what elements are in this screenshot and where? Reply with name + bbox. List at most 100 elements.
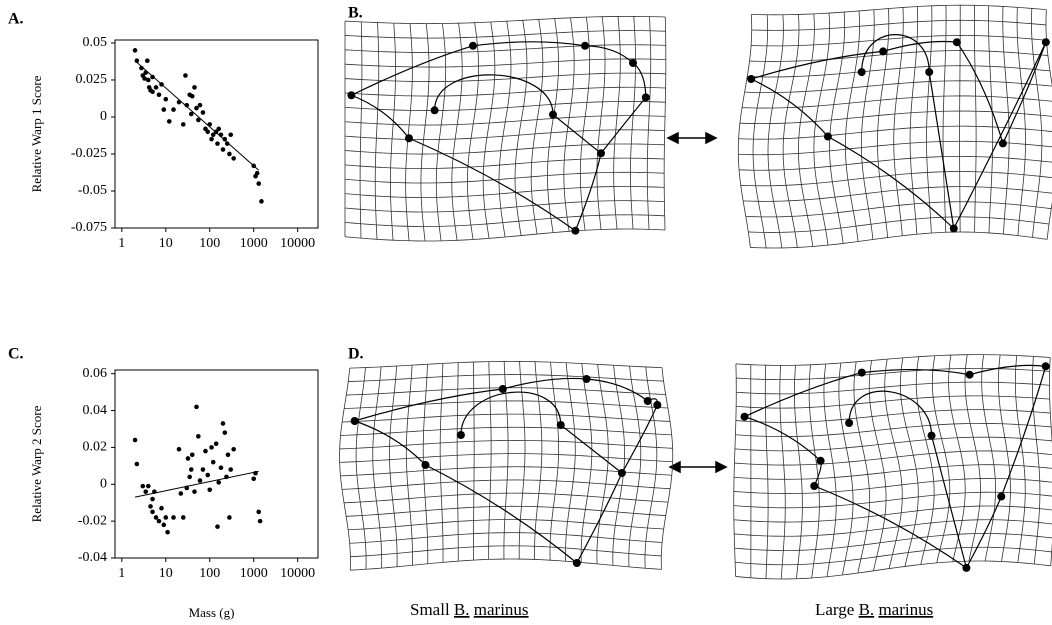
grid-line	[344, 16, 666, 24]
grid-line	[860, 9, 875, 240]
grid-line	[909, 6, 919, 235]
grid-line	[340, 426, 672, 436]
x-tick-label: 1	[118, 566, 125, 581]
grid-line	[744, 80, 1052, 93]
data-point	[200, 467, 206, 472]
grid-line	[344, 30, 666, 39]
deformation-grid	[344, 16, 667, 242]
data-point	[153, 515, 159, 520]
data-point	[187, 474, 192, 480]
grid-line	[915, 356, 935, 565]
landmark	[998, 139, 1007, 148]
data-point	[218, 132, 224, 138]
data-point	[139, 65, 144, 71]
data-point	[189, 452, 195, 458]
y-tick-label: 0	[100, 476, 107, 491]
y-tick-label: 0.025	[76, 72, 108, 87]
grid-line	[389, 366, 398, 567]
landmark	[857, 68, 866, 77]
grid-line	[734, 450, 1052, 466]
grid-line	[435, 23, 447, 241]
data-point	[256, 509, 262, 515]
data-point	[216, 480, 222, 485]
grid-line	[344, 86, 666, 97]
grid-line	[344, 228, 666, 242]
grid-line	[737, 14, 753, 248]
grid-line	[988, 5, 994, 233]
grid-line	[372, 366, 383, 569]
x-tick-label: 100	[199, 566, 220, 581]
grid-line	[612, 365, 626, 566]
grid-line	[798, 13, 815, 247]
y-tick-label: 0.06	[83, 366, 108, 381]
grid-line	[1014, 355, 1026, 563]
grid-line	[931, 355, 951, 563]
grid-line	[503, 361, 509, 560]
grid-line	[346, 505, 666, 517]
grid-line	[733, 478, 1052, 494]
landmark	[653, 401, 662, 409]
data-point	[197, 478, 203, 483]
grid-line	[750, 231, 1048, 249]
panel-label: A.	[8, 11, 24, 28]
landmark	[421, 461, 430, 469]
grid-line	[740, 171, 1052, 187]
grid-line	[348, 519, 664, 531]
landmark	[823, 132, 832, 141]
grid-line	[344, 171, 665, 184]
caption: Small B. marinus	[410, 600, 529, 619]
grid-line	[339, 368, 351, 571]
landmark	[927, 431, 936, 440]
data-point	[185, 456, 191, 461]
grid-line	[580, 363, 593, 563]
data-point	[180, 122, 186, 127]
landmark	[456, 431, 465, 439]
data-point	[215, 141, 220, 146]
data-point	[196, 117, 201, 123]
caption-size: Small	[410, 600, 450, 619]
grid-line	[964, 354, 981, 562]
data-point	[228, 467, 234, 472]
grid-line	[498, 21, 512, 238]
landmark	[430, 106, 439, 115]
plot-frame	[114, 39, 319, 229]
grid-line	[579, 17, 591, 231]
grid-line	[749, 50, 1048, 62]
landmark	[879, 47, 888, 56]
data-point	[220, 421, 226, 426]
landmark	[597, 149, 605, 158]
grid-line	[1031, 8, 1043, 238]
data-point	[161, 522, 167, 528]
landmark	[1041, 362, 1050, 371]
grid-line	[344, 214, 665, 227]
data-point	[132, 48, 138, 53]
grid-line	[734, 436, 1052, 452]
landmark	[641, 93, 650, 102]
data-point	[251, 476, 257, 482]
grid-line	[734, 464, 1052, 480]
data-point	[180, 515, 186, 520]
grid-line	[751, 35, 1047, 47]
data-point	[145, 483, 151, 489]
grid-line	[646, 16, 652, 230]
landmark	[581, 41, 589, 50]
data-point	[150, 496, 155, 502]
x-tick-label: 100	[199, 236, 220, 251]
landmark	[469, 41, 477, 50]
landmark	[816, 456, 825, 465]
panel-label: D.	[348, 346, 364, 363]
grid-line	[518, 361, 526, 560]
outline-curve	[848, 390, 967, 569]
grid-line	[420, 23, 430, 242]
y-tick-label: 0.02	[83, 440, 108, 455]
grid-line	[794, 365, 803, 579]
grid-line	[738, 125, 1052, 140]
data-point	[159, 505, 164, 511]
grid-line	[877, 8, 890, 238]
grid-line	[488, 361, 492, 560]
grid-line	[942, 5, 947, 233]
grid-line	[743, 186, 1052, 202]
grid-line	[734, 533, 1052, 551]
outline-curve	[434, 74, 602, 154]
data-point	[142, 76, 147, 81]
